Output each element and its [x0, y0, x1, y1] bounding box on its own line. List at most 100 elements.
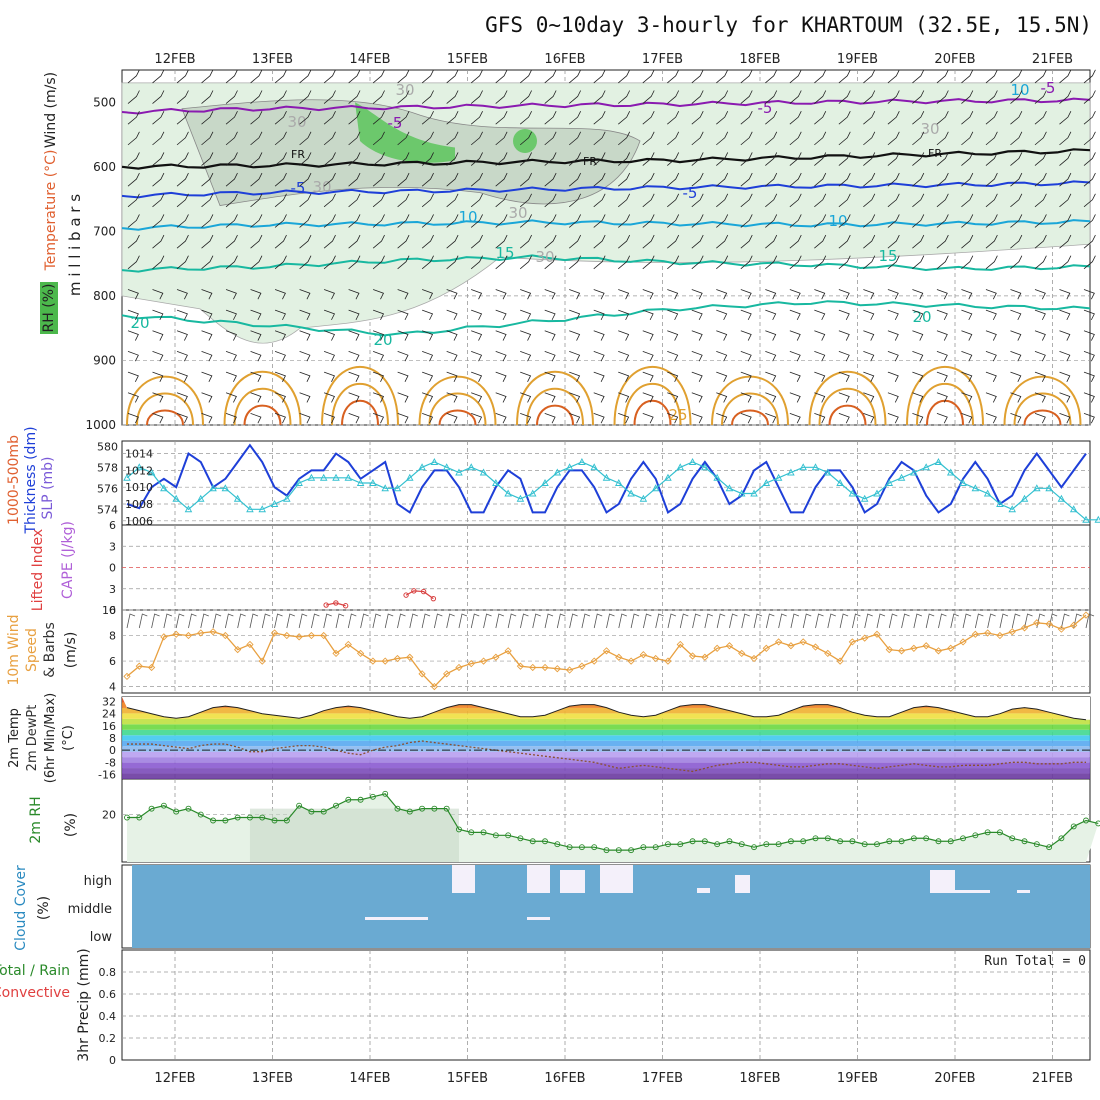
wind-barb	[912, 193, 925, 208]
wind-barb	[838, 90, 851, 104]
contour-label: 25	[668, 406, 687, 424]
wind-barb	[299, 110, 312, 125]
wind-barb	[912, 90, 925, 104]
rh-point	[984, 829, 991, 836]
date-label-bottom: 12FEB	[154, 1071, 195, 1086]
rh-point	[751, 844, 757, 851]
wind-barb	[372, 110, 385, 125]
thickness-point	[467, 463, 476, 471]
wind-barb	[250, 413, 262, 424]
wind-barb	[863, 330, 875, 341]
ylabel-lifted-index: Lifted Index	[30, 529, 46, 611]
thickness-point	[221, 484, 230, 492]
wind10m-barb	[520, 613, 529, 629]
wind-barb	[961, 152, 974, 166]
wind-barb	[863, 371, 875, 383]
wind-barb	[814, 413, 826, 424]
wind-speed-point	[1020, 624, 1029, 632]
wind-barb	[446, 234, 459, 249]
wind-barb	[250, 330, 262, 341]
wind-barb	[568, 110, 582, 125]
wind-barb	[201, 330, 213, 341]
date-label-bottom: 21FEB	[1032, 1071, 1073, 1086]
wind-barb	[936, 152, 949, 166]
temp-ytick: 0	[109, 744, 116, 757]
wind-barb	[617, 110, 631, 125]
thickness-point	[135, 463, 144, 471]
rh-point	[357, 796, 364, 803]
wind-barb	[422, 413, 434, 424]
wind-barb	[127, 371, 139, 383]
wind-barb	[323, 289, 335, 300]
isotherm-line	[121, 254, 1091, 273]
wind-barb	[1034, 69, 1047, 84]
wind-speed-point	[750, 654, 758, 663]
wind-barb	[176, 371, 188, 383]
wind-barb	[789, 413, 801, 424]
wind-barb	[519, 193, 532, 208]
wind-barb	[299, 90, 312, 104]
wind-barb	[471, 309, 483, 321]
wind-barb	[1010, 69, 1023, 84]
wind-barb	[1059, 351, 1071, 362]
rh-point	[480, 829, 487, 836]
wind-barb	[936, 69, 949, 84]
precip-ytick: 0.6	[99, 988, 117, 1001]
thickness-point	[307, 473, 316, 481]
temp-ytick: -16	[98, 768, 116, 781]
wind-barb	[421, 172, 434, 187]
wind-barb	[691, 309, 703, 321]
wind-barb	[274, 193, 287, 208]
wind-barb	[470, 152, 483, 166]
wind-barb	[814, 69, 827, 84]
warm-contour	[126, 375, 204, 426]
date-label-top: 21FEB	[1032, 52, 1073, 67]
wind-speed-point	[897, 647, 906, 655]
wind10m-barb	[458, 613, 468, 629]
wind-barb	[912, 214, 925, 228]
wind-speed-point	[971, 630, 979, 638]
thickness-point	[565, 463, 574, 471]
wind10m-barb	[1011, 613, 1021, 629]
wind-speed-point	[467, 659, 475, 668]
wind-barb	[667, 172, 680, 187]
thickness-point	[602, 473, 611, 481]
wind10m-barb	[569, 613, 578, 629]
wind-barb	[495, 413, 507, 424]
wind-barb	[814, 152, 827, 166]
wind10m-barb	[765, 613, 775, 629]
wind10m-barb	[421, 613, 431, 629]
wind-barb	[1034, 90, 1047, 104]
wind-speed-point	[824, 649, 832, 658]
warm-contour	[828, 404, 867, 426]
wind-barb	[789, 172, 802, 187]
wind-barb	[691, 152, 704, 166]
wind-barb	[127, 193, 140, 208]
temp-color-band	[122, 757, 1090, 763]
wind-barb	[642, 172, 655, 187]
rh-point	[443, 805, 450, 812]
contour-label: FR	[928, 147, 942, 160]
wind-barb	[225, 90, 238, 104]
wind-barb	[495, 255, 508, 270]
warm-contour	[1013, 392, 1072, 426]
contour-label: 30	[312, 178, 331, 196]
wind-speed-point	[861, 634, 869, 642]
date-label-top: 18FEB	[739, 52, 780, 67]
rh-point	[849, 838, 856, 845]
precip-ytick: 0	[109, 1054, 116, 1067]
wind-barb	[691, 214, 704, 228]
temp-mask	[122, 697, 1090, 720]
wind-barb	[667, 193, 680, 208]
wind-barb	[618, 309, 630, 321]
wind-barb	[544, 289, 556, 300]
thickness-point	[787, 468, 795, 476]
temp-color-band	[122, 713, 1090, 719]
wind-barb	[618, 371, 630, 383]
wind-barb	[152, 90, 165, 104]
thickness-point	[160, 484, 168, 492]
wind-barb	[617, 172, 631, 187]
wind-barb	[495, 193, 508, 208]
lifted-index-line	[405, 590, 434, 600]
